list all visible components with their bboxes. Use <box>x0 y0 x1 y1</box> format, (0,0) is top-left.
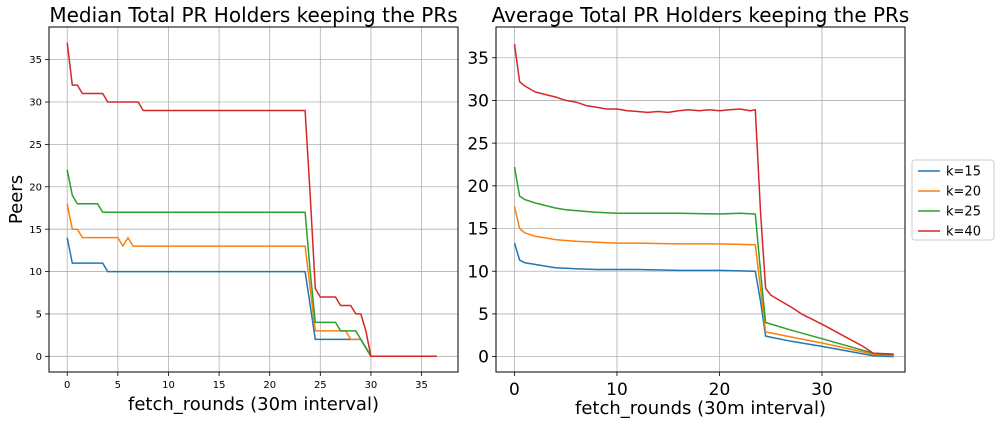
median-y-axis-label: Peers <box>6 175 27 224</box>
median-x-tick-label: 15 <box>213 380 226 391</box>
median-x-tick-label: 35 <box>415 380 428 391</box>
legend-label-k20: k=20 <box>946 185 981 200</box>
median-chart-title: Median Total PR Holders keeping the PRs <box>49 3 457 27</box>
legend-box <box>911 159 995 241</box>
median-series-k25 <box>66 169 437 358</box>
median-y-tick-label: 25 <box>29 140 42 151</box>
median-chart: 0 5 10 15 20 25 30 35 0 5 10 15 20 25 30 35 Median Tot… <box>6 3 459 415</box>
legend: k=15 k=20 k=25 k=40 <box>911 159 995 241</box>
average-series-k40 <box>513 43 894 355</box>
median-y-tick-label: 0 <box>36 352 42 363</box>
median-x-tick-label: 20 <box>263 380 276 391</box>
legend-label-k25: k=25 <box>946 205 981 220</box>
median-x-tick-label: 5 <box>115 380 121 391</box>
average-y-tick-label: 20 <box>467 177 489 197</box>
median-x-tick-label: 25 <box>314 380 327 391</box>
median-x-tick-label: 30 <box>365 380 378 391</box>
median-y-tick-label: 5 <box>36 310 42 321</box>
median-x-tick-label: 0 <box>64 380 70 391</box>
average-y-tick-label: 5 <box>478 305 489 325</box>
average-x-tick-label: 30 <box>811 380 833 400</box>
median-y-tick-label: 20 <box>29 182 42 193</box>
average-x-tick-label: 20 <box>709 380 731 400</box>
average-plot-frame <box>495 26 906 373</box>
median-series-k40 <box>66 42 437 358</box>
median-y-tick-label: 35 <box>29 55 42 66</box>
median-y-tick-label: 30 <box>29 98 42 109</box>
legend-label-k15: k=15 <box>946 165 981 180</box>
average-series-k20 <box>513 206 894 357</box>
average-x-axis-label: fetch_rounds (30m interval) <box>575 398 826 419</box>
average-y-tick-label: 0 <box>478 348 489 368</box>
median-y-tick-label: 15 <box>29 225 42 236</box>
median-plot-frame <box>48 26 459 373</box>
average-y-tick-label: 15 <box>467 220 489 240</box>
median-x-tick-label: 10 <box>162 380 175 391</box>
median-x-axis-label: fetch_rounds (30m interval) <box>128 394 379 415</box>
average-y-tick-label: 30 <box>467 92 489 112</box>
average-chart-title: Average Total PR Holders keeping the PRs <box>492 3 910 27</box>
average-series-k25 <box>513 166 894 356</box>
average-x-tick-label: 0 <box>509 380 520 400</box>
average-x-tick-label: 10 <box>606 380 628 400</box>
median-y-tick-label: 10 <box>29 267 42 278</box>
average-y-tick-label: 10 <box>467 262 489 282</box>
average-series-k15 <box>513 242 894 358</box>
average-y-tick-label: 35 <box>467 49 489 69</box>
legend-label-k40: k=40 <box>946 225 981 240</box>
average-chart: 0 10 20 30 0 5 10 15 20 25 30 35 Average Total PR … <box>467 3 909 419</box>
average-y-tick-label: 25 <box>467 134 489 154</box>
